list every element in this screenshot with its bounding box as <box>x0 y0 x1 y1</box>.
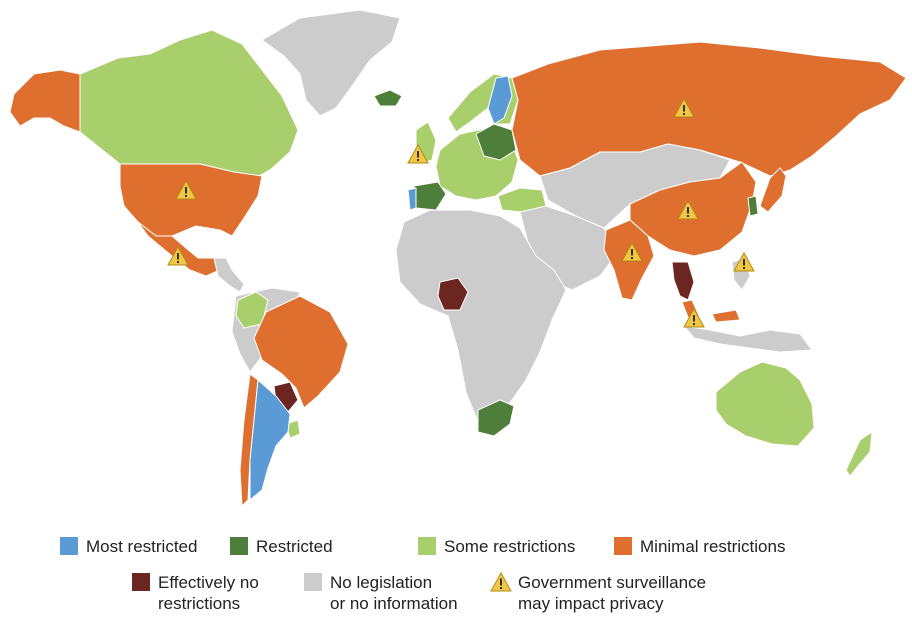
region-uruguay <box>285 419 301 439</box>
legend-no-legislation: No legislation or no information <box>304 572 458 614</box>
world-map <box>9 9 907 507</box>
legend-surveillance: Government surveillance may impact priva… <box>490 572 706 614</box>
warning-triangle-icon <box>733 251 755 272</box>
region-spain <box>413 181 447 211</box>
region-argentina <box>249 379 291 501</box>
region-central-america <box>213 257 245 293</box>
region-australia <box>715 361 815 447</box>
warning-triangle-icon <box>621 241 643 262</box>
swatch-restricted <box>230 537 248 555</box>
region-africa <box>395 209 567 423</box>
swatch-some-restrictions <box>418 537 436 555</box>
region-south-africa <box>477 399 515 437</box>
swatch-minimal-restrictions <box>614 537 632 555</box>
region-canada <box>79 29 299 183</box>
warning-triangle-icon <box>407 143 429 164</box>
region-usa <box>119 163 263 237</box>
warning-triangle-icon <box>677 199 699 220</box>
legend-minimal-restrictions: Minimal restrictions <box>614 536 785 557</box>
region-thailand <box>671 261 695 301</box>
legend-restricted: Restricted <box>230 536 333 557</box>
region-indonesia <box>683 325 813 353</box>
warning-triangle-icon <box>490 572 512 592</box>
warning-triangle-icon <box>175 179 197 200</box>
warning-triangle-icon <box>683 307 705 328</box>
legend-label-no-legislation: No legislation or no information <box>330 573 458 613</box>
region-nigeria <box>437 277 469 311</box>
region-alaska <box>9 69 81 133</box>
legend-label-most-restricted: Most restricted <box>86 537 198 556</box>
warning-triangle-icon <box>167 245 189 266</box>
legend-label-minimal-restrictions: Minimal restrictions <box>640 537 786 556</box>
region-poland <box>475 123 517 161</box>
region-korea <box>747 195 759 217</box>
swatch-most-restricted <box>60 537 78 555</box>
region-brazil <box>253 295 349 409</box>
legend-most-restricted: Most restricted <box>60 536 197 557</box>
legend-label-surveillance: Government surveillance may impact priva… <box>518 573 707 613</box>
region-japan <box>759 167 787 213</box>
swatch-no-legislation <box>304 573 322 591</box>
swatch-effectively-no-restrictions <box>132 573 150 591</box>
world-map-svg <box>9 9 907 507</box>
legend-label-some-restrictions: Some restrictions <box>444 537 576 556</box>
legend-label-effectively-no-restrictions: Effectively no restrictions <box>158 573 259 613</box>
region-iceland <box>373 89 403 107</box>
region-greenland <box>261 9 401 117</box>
legend-effectively-no-restrictions: Effectively no restrictions <box>132 572 259 614</box>
region-new-zealand <box>845 431 873 477</box>
legend-some-restrictions: Some restrictions <box>418 536 575 557</box>
warning-triangle-icon <box>673 97 695 118</box>
legend-label-restricted: Restricted <box>256 537 333 556</box>
region-portugal <box>407 187 417 211</box>
